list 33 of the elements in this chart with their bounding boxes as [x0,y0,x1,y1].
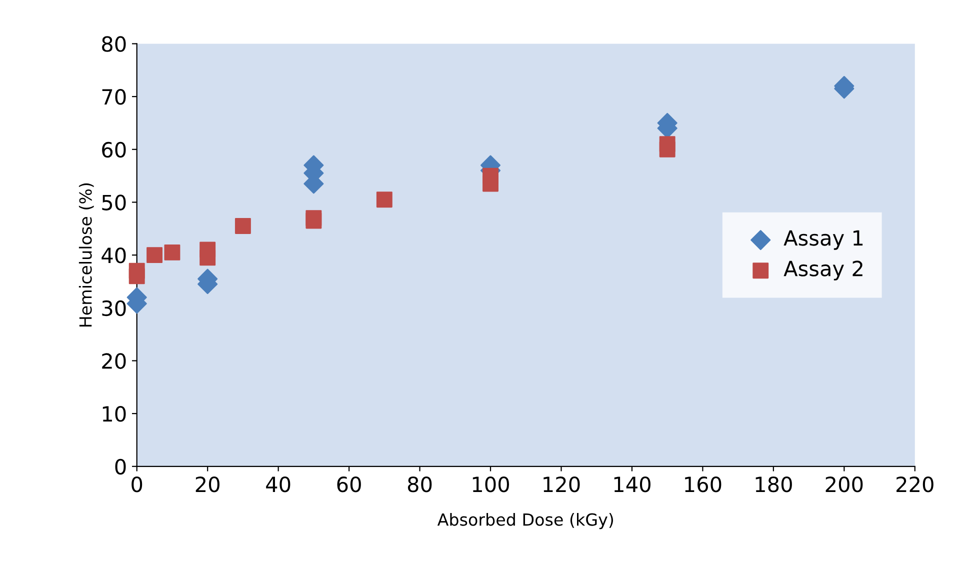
point [376,192,392,208]
y-tick-label: 10 [102,406,126,422]
x-tick-label: 160 [685,476,722,492]
y-tick-label: 60 [102,142,126,158]
point [164,244,180,260]
point [200,250,216,266]
x-tick-label: 140 [614,476,650,492]
x-tick-label: 200 [826,476,863,492]
point [659,141,676,158]
y-tick-label: 50 [102,194,126,210]
x-tick-label: 20 [196,476,220,492]
x-tick-label: 180 [756,476,792,492]
x-tick-label: 120 [544,476,580,492]
y-tick-label: 40 [102,248,126,264]
point [128,268,145,284]
x-axis-title: Absorbed Dose (kGy) [437,512,613,530]
y-tick-label: 80 [102,36,126,52]
legend-label: Assay 1 [784,230,863,250]
legend-label: Assay 2 [784,260,862,280]
point [146,247,163,264]
y-tick-label: 30 [102,300,126,316]
point [482,176,498,192]
x-tick-label: 80 [408,476,432,492]
x-tick-label: 220 [896,476,934,492]
x-tick-label: 40 [266,476,290,492]
y-axis-title: Hemicelulose (%) [78,183,94,327]
x-tick-label: 100 [472,476,510,492]
x-tick-label: 0 [132,476,142,492]
y-tick-label: 20 [102,353,126,369]
point [234,218,251,234]
y-tick-label: 0 [115,458,126,475]
x-tick-label: 60 [337,476,361,492]
y-tick-label: 70 [102,89,126,105]
